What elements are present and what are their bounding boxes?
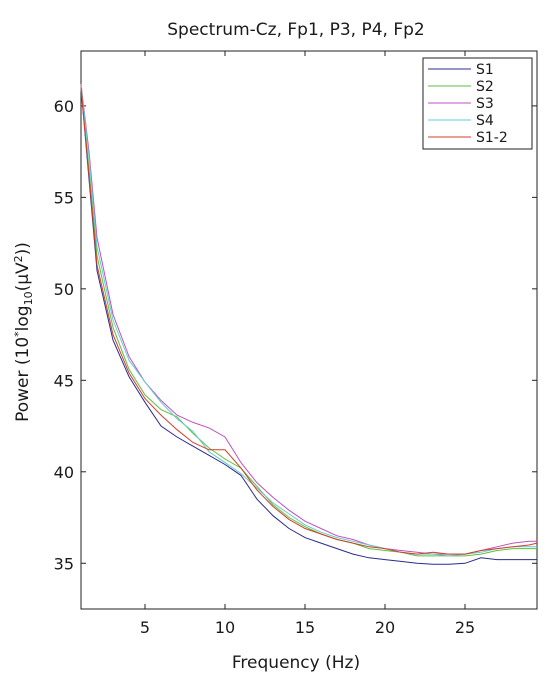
y-axis: 35 40 45 50 55 60 [54, 97, 537, 573]
x-tick-label: 25 [455, 618, 475, 637]
chart-title: Spectrum-Cz, Fp1, P3, P4, Fp2 [167, 20, 424, 40]
x-tick-label: 15 [295, 618, 315, 637]
y-tick-label: 35 [54, 554, 74, 573]
x-tick-label: 10 [215, 618, 235, 637]
x-tick-label: 20 [375, 618, 395, 637]
y-tick-label: 40 [54, 463, 74, 482]
legend-label: S1 [476, 62, 494, 78]
series-lines [80, 83, 538, 565]
y-axis-label: Power (10*log10(μV2)) [12, 242, 35, 422]
y-tick-label: 55 [54, 188, 74, 207]
series-line-s1 [80, 87, 537, 565]
series-line-s1-2 [80, 87, 538, 555]
legend-label: S4 [476, 113, 494, 129]
y-tick-label: 45 [54, 371, 74, 390]
legend-label: S1-2 [476, 130, 508, 146]
x-axis: 5 10 15 20 25 [140, 51, 475, 637]
y-tick-label: 50 [54, 280, 74, 299]
series-line-s2 [80, 87, 537, 557]
y-tick-label: 60 [54, 97, 74, 116]
legend-label: S3 [476, 96, 494, 112]
x-tick-label: 5 [140, 618, 150, 637]
legend-label: S2 [476, 79, 494, 95]
x-axis-label: Frequency (Hz) [232, 653, 360, 673]
